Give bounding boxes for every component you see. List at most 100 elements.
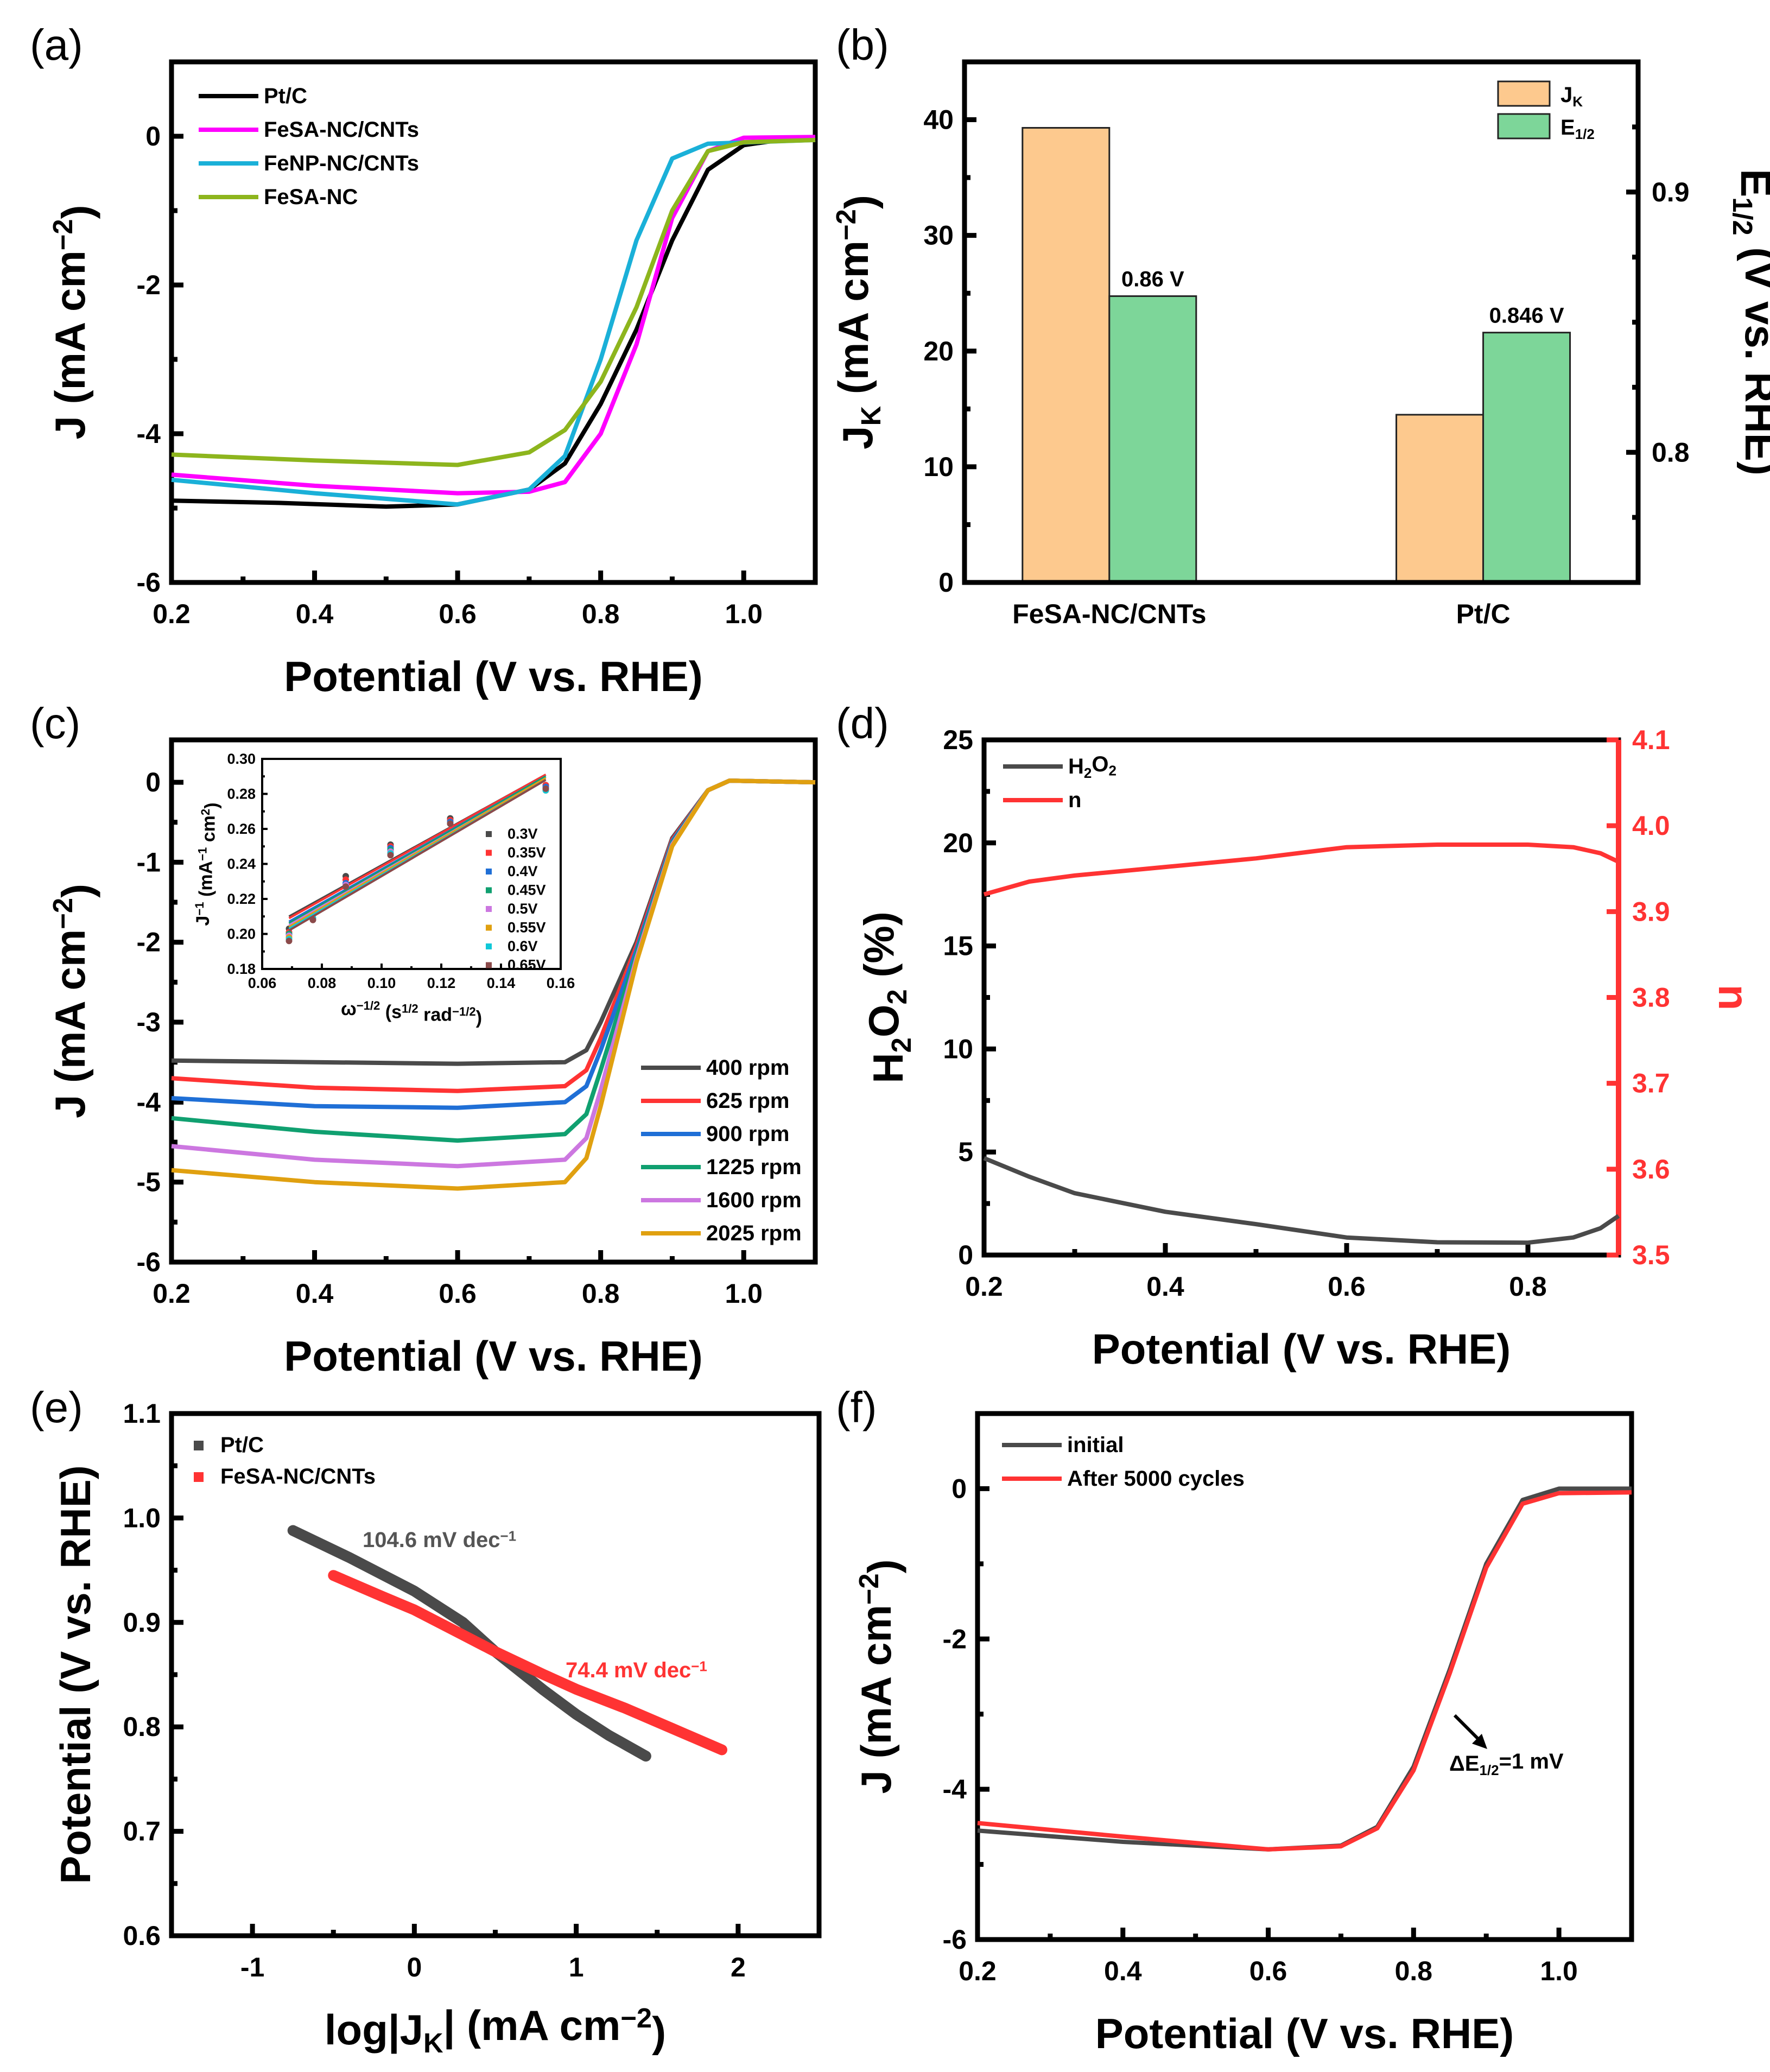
y-tick-label: 0	[951, 1473, 967, 1504]
text-span: 1225 rpm	[706, 1155, 802, 1179]
text-span: 1/2	[1575, 126, 1595, 142]
y2-tick-label: 3.6	[1632, 1154, 1670, 1184]
y-tick-label: -3	[137, 1007, 161, 1037]
series-line	[983, 842, 1620, 897]
panel-label: (d)	[836, 699, 889, 747]
text-span: E	[1560, 116, 1575, 140]
x-tick-label: 0.08	[308, 975, 337, 991]
y-tick-label: -4	[943, 1774, 967, 1804]
x-tick-label: 0.2	[959, 1956, 997, 1986]
x-tick-label: 1.0	[1540, 1956, 1578, 1986]
series-line	[171, 137, 816, 467]
x-tick-label: 0.14	[487, 975, 516, 991]
y-tick-label: 0.22	[227, 891, 256, 907]
y-tick-label: 0.6	[123, 1921, 161, 1951]
inset-y-axis-label: J−1​ (mA−1​ cm2​)	[193, 802, 222, 926]
y-tick-label: -6	[943, 1924, 967, 1955]
text-span: (s	[380, 1002, 402, 1022]
x-tick-label: 0.6	[1328, 1271, 1366, 1302]
y-tick-label: 10	[943, 1034, 973, 1064]
y2-tick-label: 4.0	[1632, 810, 1670, 841]
legend-label: 0.45V	[507, 882, 546, 898]
text-span: 2	[1084, 765, 1092, 781]
delta-e-annotation: ΔE1/2​=1 mV	[1449, 1750, 1564, 1778]
text-span: J (mA cm	[46, 250, 94, 439]
text-span: −2	[853, 1573, 884, 1605]
series-line	[171, 778, 816, 1093]
y-tick-label: 20	[943, 828, 973, 858]
y2-tick-label: 4.1	[1632, 725, 1670, 755]
text-span: 74.4 mV dec	[566, 1658, 691, 1682]
legend-label: After 5000 cycles	[1067, 1467, 1245, 1491]
legend-swatch	[1497, 80, 1551, 107]
y-tick-label: -2	[943, 1624, 967, 1654]
x-tick-label: 0.6	[1249, 1956, 1287, 1986]
x-tick-label: 0	[407, 1952, 422, 1982]
y-tick-label: -5	[137, 1167, 161, 1197]
legend-label: 400 rpm	[706, 1056, 789, 1080]
x-tick-label: 0.8	[1509, 1271, 1547, 1302]
x-category-label: FeSA-NC/CNTs	[1012, 599, 1206, 629]
text-span: 1600 rpm	[706, 1188, 802, 1212]
data-point	[542, 785, 549, 792]
text-span: −1	[691, 1658, 707, 1674]
text-span: )	[53, 884, 100, 898]
y2-axis-label: E1/2​ (V vs. RHE)	[1727, 169, 1770, 476]
y-axis-label: J (mA cm−2​)	[46, 205, 100, 439]
x-tick-label: 0.2	[965, 1271, 1003, 1302]
text-span: Potential (V vs. RHE)	[1095, 2010, 1514, 2057]
text-span: 625 rpm	[706, 1089, 789, 1113]
legend-marker	[486, 943, 492, 949]
text-span: O	[860, 1004, 908, 1037]
text-span: log|J	[325, 2006, 423, 2054]
text-span: J (mA cm	[852, 1605, 900, 1794]
legend-label: 0.4V	[507, 863, 538, 879]
series-line	[977, 1490, 1632, 1852]
text-span: 104.6 mV dec	[363, 1528, 500, 1552]
panel-label: (c)	[30, 699, 80, 747]
y-tick-label: -4	[137, 419, 161, 449]
y-tick-label: -1	[137, 847, 161, 877]
x-tick-label: 0.8	[1395, 1956, 1433, 1986]
bar-e12	[1482, 332, 1571, 584]
slope-annotation: 74.4 mV dec−1​	[566, 1658, 707, 1682]
legend-label: 900 rpm	[706, 1122, 789, 1146]
y-tick-label: 0.18	[227, 961, 256, 977]
text-span: (%)	[855, 911, 903, 989]
y-tick-label: 0.26	[227, 821, 256, 837]
y-tick-label: 0.9	[123, 1607, 161, 1638]
x-tick-label: -1	[240, 1952, 264, 1982]
data-point	[447, 820, 454, 827]
text-span: (mA cm	[829, 240, 877, 406]
data-point	[286, 937, 293, 945]
chart-panel-e: (e) -1 0 1 2 0.6 0.7 0.8 0.9 1.0 1.1 log|JK​| (mA c…	[30, 1383, 822, 2058]
text-span: Potential (V vs. RHE)	[52, 1465, 99, 1884]
text-span: 400 rpm	[706, 1056, 789, 1080]
x-tick-label: 0.4	[296, 599, 334, 629]
legend-label: initial	[1067, 1433, 1124, 1457]
fit-line	[288, 775, 547, 924]
y-tick-label: 1.0	[123, 1503, 161, 1533]
legend-marker	[486, 887, 492, 894]
text-span: −2	[620, 2003, 652, 2033]
legend-label: E1/2​	[1560, 116, 1595, 142]
y-tick-label: 1.1	[123, 1398, 161, 1429]
y-tick-label: 0	[958, 1240, 973, 1270]
text-span: 2	[881, 989, 912, 1004]
y-tick-label: 10	[923, 452, 954, 482]
legend-label: 0.3V	[507, 826, 538, 842]
plot-frame	[169, 1411, 822, 1938]
y-tick-label: -6	[137, 1247, 161, 1277]
data-point	[342, 883, 349, 890]
x-tick-label: 0.16	[547, 975, 575, 991]
x-tick-label: 0.4	[296, 1278, 334, 1309]
legend-marker	[194, 1441, 204, 1450]
text-span: Pt/C	[264, 84, 307, 108]
y-axis-label: JK​ (mA cm−2​)	[829, 195, 886, 449]
legend-label: 0.6V	[507, 938, 538, 954]
legend-swatch	[1497, 113, 1551, 140]
legend-label: FeNP-NC/CNTs	[264, 151, 419, 175]
panel-label: (b)	[836, 21, 889, 69]
legend-label: 1225 rpm	[706, 1155, 802, 1179]
x-category-label: Pt/C	[1456, 599, 1511, 629]
